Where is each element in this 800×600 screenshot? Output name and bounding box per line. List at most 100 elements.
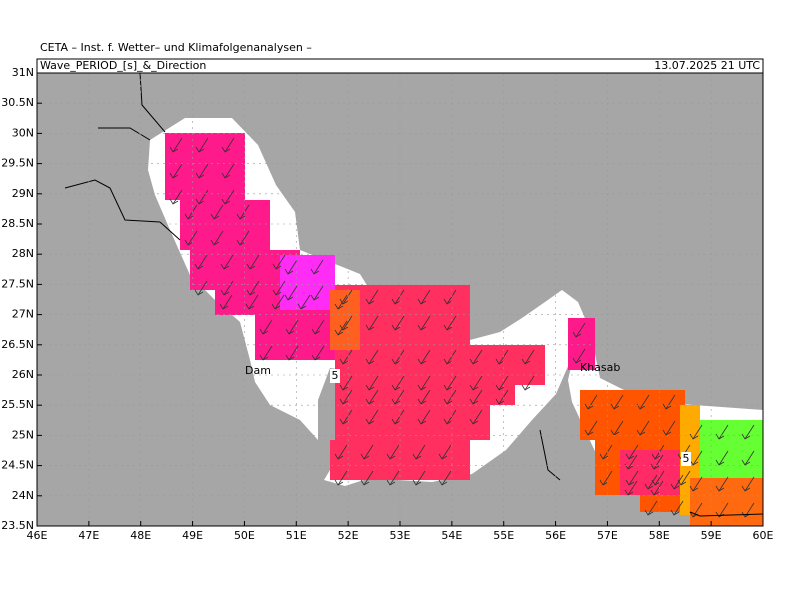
arrow-head bbox=[495, 384, 505, 391]
direction-arrow bbox=[692, 450, 703, 466]
direction-arrow bbox=[197, 280, 208, 296]
direction-arrow bbox=[300, 294, 311, 310]
arrow-head bbox=[246, 263, 256, 270]
arrow-head bbox=[662, 429, 672, 436]
arrow-head bbox=[624, 489, 634, 496]
wave-field bbox=[568, 318, 595, 370]
x-tick-label: 53E bbox=[390, 529, 411, 542]
direction-arrow bbox=[692, 502, 703, 518]
direction-arrow bbox=[213, 230, 224, 246]
direction-arrow bbox=[187, 230, 198, 246]
direction-arrow bbox=[223, 280, 234, 296]
arrow-head bbox=[360, 453, 370, 460]
coast bbox=[98, 127, 151, 141]
direction-arrow bbox=[337, 470, 348, 486]
arrow-head bbox=[271, 303, 281, 310]
arrow-head bbox=[194, 263, 204, 270]
y-tick-label: 24.5N bbox=[1, 459, 34, 472]
direction-arrow bbox=[472, 389, 483, 405]
direction-arrow bbox=[224, 163, 235, 179]
institute: CETA – Inst. f. Wetter– und Klimafolgena… bbox=[40, 41, 312, 54]
contour-label: 5 bbox=[332, 369, 339, 382]
arrow-head bbox=[339, 384, 349, 391]
arrow-head bbox=[625, 453, 635, 460]
direction-arrow bbox=[446, 315, 457, 331]
arrow-head bbox=[210, 239, 220, 246]
arrow-head bbox=[636, 403, 646, 410]
arrow-head bbox=[417, 324, 427, 331]
x-tick-label: 58E bbox=[649, 529, 670, 542]
contour-label-bg bbox=[330, 369, 340, 383]
arrow-head bbox=[521, 358, 531, 365]
arrow-head bbox=[495, 358, 505, 365]
arrow-head bbox=[169, 198, 179, 205]
contour-label-bg bbox=[681, 452, 691, 466]
y-tick-label: 26N bbox=[12, 368, 34, 381]
arrow-head bbox=[334, 479, 344, 486]
x-tick-label: 60E bbox=[753, 529, 774, 542]
arrow-head bbox=[584, 429, 594, 436]
arrow-head bbox=[334, 303, 344, 310]
arrow-head bbox=[365, 358, 375, 365]
direction-arrow bbox=[575, 322, 586, 338]
direction-arrow bbox=[420, 315, 431, 331]
arrow-head bbox=[599, 453, 609, 460]
direction-arrow bbox=[287, 259, 298, 275]
wave-field bbox=[280, 255, 335, 310]
arrow-head bbox=[339, 358, 349, 365]
arrow-head bbox=[285, 328, 295, 335]
direction-arrow bbox=[587, 420, 598, 436]
y-tick-label: 31N bbox=[12, 66, 34, 79]
arrow-head bbox=[741, 485, 751, 492]
arrow-head bbox=[339, 418, 349, 425]
direction-arrow bbox=[524, 349, 535, 365]
arrow-head bbox=[195, 146, 205, 153]
direction-arrow bbox=[394, 315, 405, 331]
direction-arrow bbox=[239, 230, 250, 246]
arrow-head bbox=[221, 198, 231, 205]
y-tick-label: 28.5N bbox=[1, 217, 34, 230]
direction-arrow bbox=[368, 349, 379, 365]
arrow-head bbox=[259, 354, 269, 361]
arrow-head bbox=[521, 384, 531, 391]
direction-arrow bbox=[446, 349, 457, 365]
arrow-head bbox=[220, 263, 230, 270]
direction-arrow bbox=[288, 345, 299, 361]
direction-arrow bbox=[389, 444, 400, 460]
x-tick-label: 59E bbox=[701, 529, 722, 542]
arrow-head bbox=[599, 479, 609, 486]
direction-arrow bbox=[389, 470, 400, 486]
valid-time: 13.07.2025 21 UTC bbox=[654, 59, 760, 72]
place-label: Khasab bbox=[580, 361, 620, 374]
direction-arrow bbox=[653, 454, 664, 470]
arrow-head bbox=[584, 403, 594, 410]
arrow-head bbox=[391, 418, 401, 425]
arrow-head bbox=[651, 453, 661, 460]
direction-arrow bbox=[313, 285, 324, 301]
arrow-head bbox=[495, 398, 505, 405]
arrow-head bbox=[572, 331, 582, 338]
direction-arrow bbox=[628, 470, 639, 486]
y-tick-label: 25N bbox=[12, 428, 34, 441]
direction-arrow bbox=[718, 424, 729, 440]
arrow-head bbox=[443, 418, 453, 425]
direction-arrow bbox=[627, 480, 638, 496]
arrow-head bbox=[236, 239, 246, 246]
arrow-head bbox=[469, 384, 479, 391]
direction-arrow bbox=[420, 375, 431, 391]
direction-arrow bbox=[665, 420, 676, 436]
direction-arrow bbox=[498, 375, 509, 391]
arrow-head bbox=[443, 324, 453, 331]
direction-arrow bbox=[342, 289, 353, 305]
arrow-head bbox=[334, 329, 344, 336]
direction-arrow bbox=[692, 424, 703, 440]
arrow-head bbox=[246, 289, 256, 296]
arrow-head bbox=[443, 384, 453, 391]
direction-arrow bbox=[342, 375, 353, 391]
direction-arrow bbox=[275, 254, 286, 270]
direction-arrow bbox=[718, 502, 729, 518]
arrow-head bbox=[391, 324, 401, 331]
direction-arrow bbox=[172, 163, 183, 179]
y-tick-label: 30N bbox=[12, 126, 34, 139]
